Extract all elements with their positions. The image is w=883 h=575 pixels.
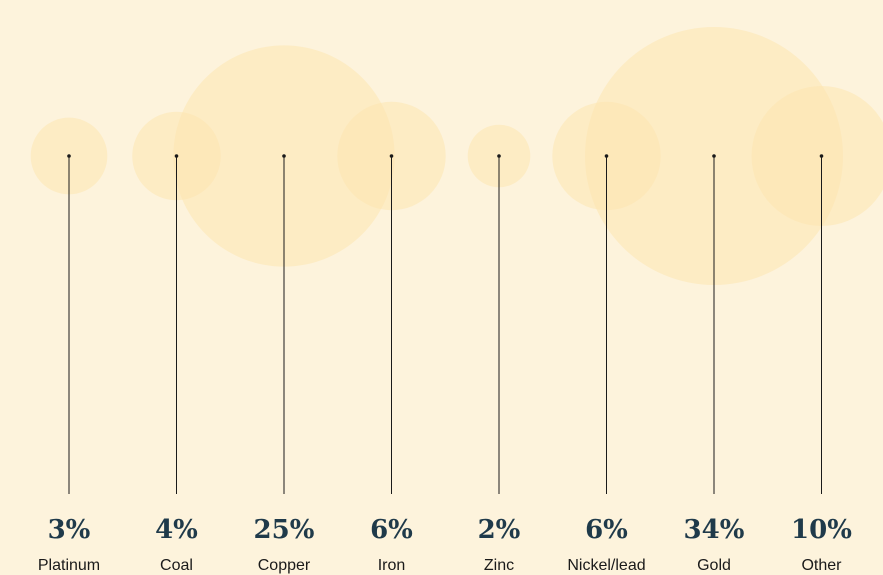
category-label-iron: Iron xyxy=(378,557,406,574)
category-label-zinc: Zinc xyxy=(484,557,514,574)
center-dot-platinum xyxy=(67,154,71,158)
category-label-platinum: Platinum xyxy=(38,557,100,574)
category-label-coal: Coal xyxy=(160,557,193,574)
bubble-layer xyxy=(30,27,883,285)
center-dot-copper xyxy=(282,154,286,158)
value-label-copper: 25% xyxy=(254,515,315,545)
value-label-zinc: 2% xyxy=(478,515,521,545)
category-label-copper: Copper xyxy=(258,557,311,574)
stem-layer xyxy=(67,154,824,494)
center-dot-gold xyxy=(712,154,716,158)
center-dot-nickel-lead xyxy=(604,154,609,158)
value-label-iron: 6% xyxy=(370,515,413,545)
category-label-other: Other xyxy=(801,557,842,574)
value-label-other: 10% xyxy=(791,515,852,545)
bubble-other xyxy=(751,86,883,226)
label-layer: 3% Platinum 4% Coal 25% Copper 6% Iron 2% Zinc 6% N… xyxy=(38,515,852,574)
center-dot-zinc xyxy=(497,154,501,158)
value-label-coal: 4% xyxy=(155,515,198,545)
category-label-nickel-lead: Nickel/lead xyxy=(567,557,645,574)
value-label-gold: 34% xyxy=(684,515,745,545)
center-dot-other xyxy=(819,154,824,158)
value-label-nickel-lead: 6% xyxy=(585,515,628,545)
center-dot-coal xyxy=(174,154,179,158)
category-label-gold: Gold xyxy=(697,557,731,574)
value-label-platinum: 3% xyxy=(48,515,91,545)
center-dot-iron xyxy=(389,154,394,158)
